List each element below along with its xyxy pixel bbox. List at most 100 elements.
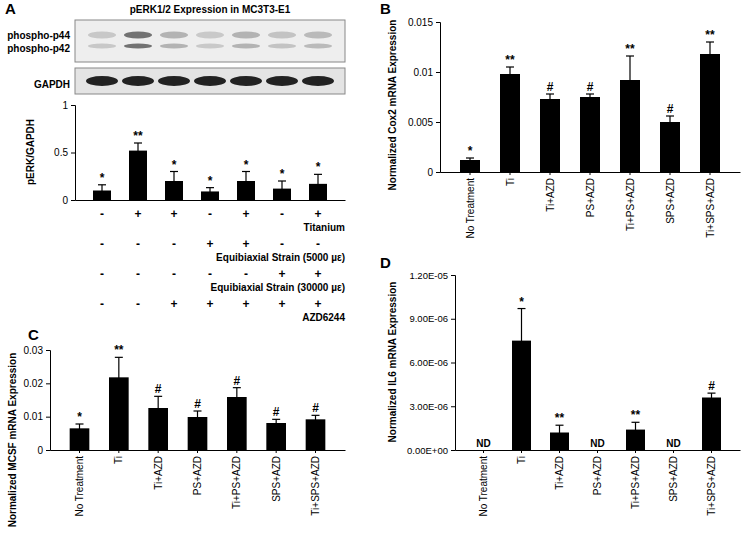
error-bar-cap xyxy=(233,406,241,407)
x-tick: Ti xyxy=(516,450,527,464)
y-tick-mark xyxy=(451,275,455,276)
significance: ** xyxy=(625,42,635,56)
error-bar xyxy=(170,172,178,191)
error-bar-stem xyxy=(101,185,102,196)
significance: * xyxy=(244,158,249,172)
error-bar-cap xyxy=(98,196,106,197)
x-tick-label: Ti+PS+AZD xyxy=(625,178,636,231)
error-bar xyxy=(708,393,716,402)
error-bar-stem xyxy=(197,411,198,423)
x-tick-mark xyxy=(315,450,316,453)
y-tick-mark xyxy=(451,363,455,364)
x-tick-mark xyxy=(670,172,671,175)
x-tick-label: PS+AZD xyxy=(585,178,596,217)
blot xyxy=(75,20,345,94)
significance: # xyxy=(312,401,319,415)
y-tick-mark xyxy=(436,22,440,23)
y-axis-line xyxy=(451,276,456,451)
significance: ** xyxy=(114,343,124,357)
error-bar-stem xyxy=(158,396,159,419)
significance: # xyxy=(194,397,201,411)
x-tick-mark xyxy=(510,172,511,175)
significance: # xyxy=(233,374,240,388)
treatment-sign: + xyxy=(134,207,141,221)
error-bar xyxy=(626,56,634,104)
error-bar-stem xyxy=(509,67,510,81)
x-tick-mark xyxy=(118,450,119,453)
y-tick: 0.01 xyxy=(24,411,50,422)
error-bar xyxy=(314,174,322,193)
y-tick-label: 0.03 xyxy=(24,345,44,356)
error-bar xyxy=(312,415,320,423)
blot-label: phospho-p44 xyxy=(7,30,70,41)
error-bar-cap xyxy=(666,127,674,128)
x-tick-mark xyxy=(673,450,674,453)
treatment-sign: - xyxy=(244,267,248,281)
error-bar-stem xyxy=(559,425,560,440)
error-bar-cap xyxy=(76,432,84,433)
blot-band xyxy=(124,32,152,39)
treatment-sign: + xyxy=(278,297,285,311)
y-tick: 0.01 xyxy=(414,67,440,78)
y-axis: 0.00E+003.00E-066.00E-069.00E-061.20E-05 xyxy=(407,270,455,456)
treatment-sign: - xyxy=(100,237,104,251)
error-bar xyxy=(194,411,202,423)
error-bar-stem xyxy=(118,357,119,397)
x-tick: SPS+AZD xyxy=(665,172,676,224)
x-tick-label: Ti+SPS+AZD xyxy=(706,456,717,516)
x-tick: PS+AZD xyxy=(585,172,596,217)
significance: ** xyxy=(631,408,641,422)
error-bar-cap xyxy=(518,372,526,373)
error-bar-cap xyxy=(312,423,320,424)
y-axis-title: Normalized IL6 mRNA Expression xyxy=(387,282,398,443)
blot-band xyxy=(268,32,296,39)
gapdh-band xyxy=(266,76,298,86)
x-tick: Ti+SPS+AZD xyxy=(310,450,321,516)
x-tick-label: PS+AZD xyxy=(192,456,203,495)
error-bar-stem xyxy=(635,422,636,437)
blot-band xyxy=(160,44,188,49)
significance: # xyxy=(587,80,594,94)
blot-frame xyxy=(75,20,345,62)
error-bar-stem xyxy=(709,42,710,66)
error-bar xyxy=(115,357,123,397)
x-tick: No Treatment xyxy=(478,450,489,517)
y-tick-mark xyxy=(71,153,75,154)
y-tick-mark xyxy=(436,172,440,173)
significance: ND xyxy=(666,438,680,449)
error-bar-cap xyxy=(154,419,162,420)
x-tick: Ti xyxy=(113,450,124,464)
significance: # xyxy=(667,102,674,116)
significance: ** xyxy=(133,129,143,143)
y-axis: 00.51 xyxy=(54,100,75,206)
y-axis-title: pERK/GAPDH xyxy=(25,119,36,185)
error-bar-stem xyxy=(521,309,522,373)
y-tick: 0.005 xyxy=(408,117,440,128)
y-axis: 00.010.020.03 xyxy=(24,345,51,456)
y-tick: 0.00E+00 xyxy=(407,445,455,456)
error-bar xyxy=(233,388,241,407)
significance: ** xyxy=(505,53,515,67)
blot-label: GAPDH xyxy=(34,79,70,90)
significance: * xyxy=(519,295,524,309)
error-bar xyxy=(518,309,526,373)
y-axis: 00.0050.010.015 xyxy=(408,17,441,178)
error-bar xyxy=(206,188,214,196)
error-bar-cap xyxy=(466,161,474,162)
x-tick: Ti+PS+AZD xyxy=(630,450,641,509)
error-bar-cap xyxy=(586,99,594,100)
blot-band xyxy=(304,44,332,49)
x-tick-mark xyxy=(559,450,560,453)
gapdh-band xyxy=(122,76,154,86)
y-tick-label: 0.01 xyxy=(24,411,44,422)
error-bar-cap xyxy=(314,193,322,194)
treatment-sign: + xyxy=(170,207,177,221)
blot-band xyxy=(268,44,296,49)
y-tick: 1.20E-05 xyxy=(409,270,455,281)
figure: ApERK1/2 Expression in MC3T3-E1phospho-p… xyxy=(0,0,750,540)
error-bar-stem xyxy=(173,172,174,191)
x-tick: SPS+AZD xyxy=(668,450,679,502)
error-bar-stem xyxy=(276,419,277,426)
error-bar-cap xyxy=(272,426,280,427)
treatment-sign: + xyxy=(314,297,321,311)
